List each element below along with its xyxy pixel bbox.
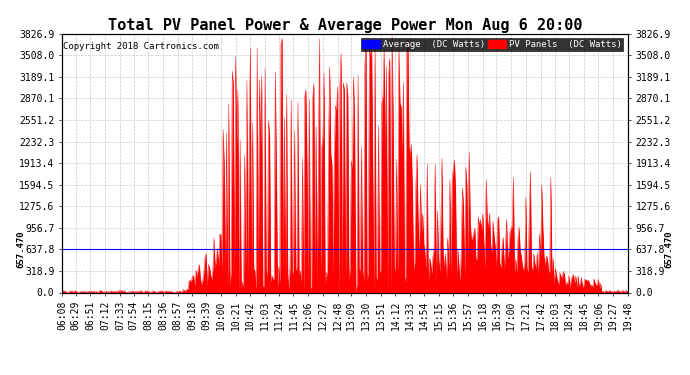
Text: 657.470: 657.470 <box>17 231 26 268</box>
Title: Total PV Panel Power & Average Power Mon Aug 6 20:00: Total PV Panel Power & Average Power Mon… <box>108 18 582 33</box>
Text: 657.470: 657.470 <box>664 231 673 268</box>
Text: Copyright 2018 Cartronics.com: Copyright 2018 Cartronics.com <box>63 42 219 51</box>
Legend: Average  (DC Watts), PV Panels  (DC Watts): Average (DC Watts), PV Panels (DC Watts) <box>361 38 623 51</box>
